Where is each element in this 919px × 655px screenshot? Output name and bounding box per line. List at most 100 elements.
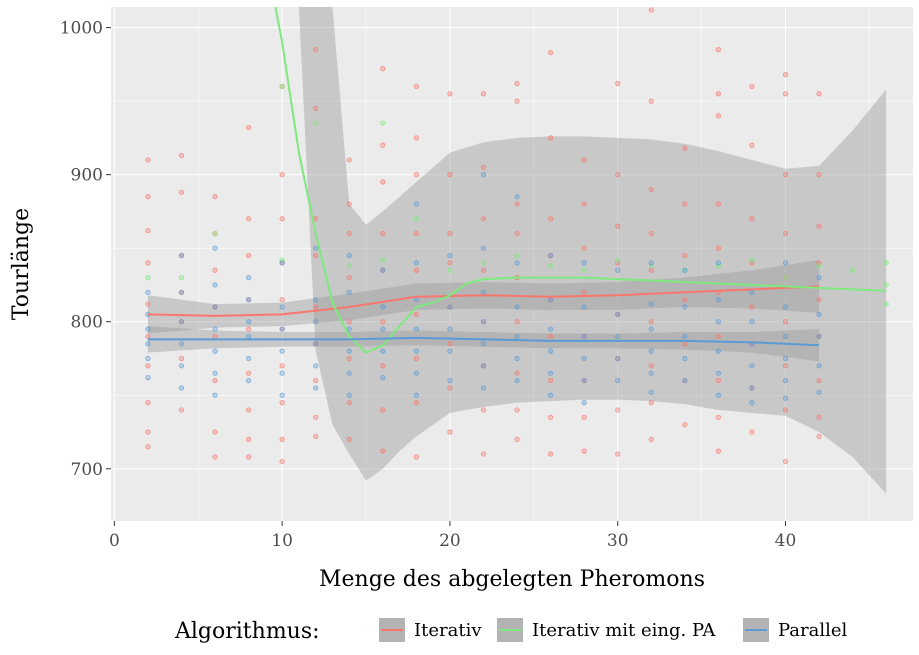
data-point bbox=[581, 377, 587, 384]
data-point bbox=[279, 436, 285, 442]
legend-items: Iterativ Iterativ mit eing. PA Parallel bbox=[379, 618, 848, 642]
data-point bbox=[547, 377, 554, 384]
data-point bbox=[313, 319, 319, 325]
data-point bbox=[615, 333, 621, 340]
data-point bbox=[682, 333, 688, 340]
x-tick-label: 40 bbox=[775, 531, 797, 551]
data-point bbox=[380, 375, 386, 381]
x-tick-label: 30 bbox=[607, 531, 629, 551]
data-point bbox=[212, 348, 218, 354]
data-point bbox=[849, 267, 856, 273]
data-point bbox=[514, 260, 520, 266]
data-point bbox=[380, 120, 386, 126]
data-point bbox=[514, 377, 520, 384]
data-point bbox=[749, 304, 755, 310]
data-point bbox=[514, 98, 520, 104]
data-point bbox=[480, 319, 487, 325]
data-point bbox=[380, 267, 386, 273]
data-point bbox=[782, 319, 789, 325]
data-point bbox=[715, 260, 721, 266]
x-tick-label: 0 bbox=[109, 531, 120, 551]
data-point bbox=[346, 289, 352, 295]
data-point bbox=[514, 355, 520, 362]
data-point bbox=[749, 289, 755, 295]
y-axis-title: Tourlänge bbox=[9, 208, 34, 320]
legend-label: Parallel bbox=[778, 620, 848, 641]
data-point bbox=[346, 252, 352, 259]
grid bbox=[111, 7, 913, 521]
data-point bbox=[145, 227, 151, 234]
data-point bbox=[648, 436, 654, 442]
data-point bbox=[245, 275, 252, 281]
data-point bbox=[547, 370, 554, 376]
data-point bbox=[346, 392, 352, 398]
data-point bbox=[380, 348, 386, 354]
data-point bbox=[648, 301, 654, 307]
data-point bbox=[313, 120, 319, 126]
data-point bbox=[615, 223, 621, 229]
data-point bbox=[480, 260, 487, 266]
data-point bbox=[547, 414, 554, 420]
data-point bbox=[313, 105, 319, 112]
data-point bbox=[715, 245, 721, 251]
data-point bbox=[413, 400, 419, 406]
data-point bbox=[782, 363, 789, 369]
data-point bbox=[648, 348, 654, 354]
data-point bbox=[514, 252, 520, 259]
data-point bbox=[313, 252, 319, 259]
data-point bbox=[145, 375, 151, 381]
data-point bbox=[883, 301, 889, 307]
data-point bbox=[514, 333, 520, 340]
data-point bbox=[715, 91, 721, 97]
data-point bbox=[514, 194, 520, 200]
data-point bbox=[178, 152, 185, 159]
data-point bbox=[245, 297, 252, 303]
data-point bbox=[178, 407, 185, 413]
data-point bbox=[346, 400, 352, 406]
data-point bbox=[413, 454, 419, 460]
data-point bbox=[178, 341, 185, 347]
data-point bbox=[145, 157, 151, 163]
legend: Algorithmus: Iterativ Iterativ mit eing. … bbox=[174, 618, 848, 644]
data-point bbox=[480, 451, 487, 457]
data-point bbox=[782, 72, 789, 78]
x-tick-label: 10 bbox=[271, 531, 293, 551]
data-point bbox=[480, 407, 487, 413]
data-point bbox=[245, 436, 252, 442]
data-point bbox=[346, 275, 352, 281]
data-point bbox=[413, 297, 419, 303]
data-point bbox=[547, 451, 554, 457]
data-point bbox=[883, 260, 889, 266]
series-line bbox=[147, 336, 820, 347]
data-point bbox=[313, 245, 319, 251]
data-point bbox=[480, 245, 487, 251]
data-point bbox=[313, 304, 319, 310]
data-point bbox=[615, 257, 621, 263]
data-point bbox=[514, 436, 520, 442]
data-point bbox=[413, 201, 419, 207]
data-point bbox=[715, 113, 721, 119]
y-tick-label: 900 bbox=[71, 166, 103, 186]
data-point bbox=[682, 201, 688, 207]
data-point bbox=[816, 389, 822, 395]
data-point bbox=[648, 7, 654, 13]
y-tick-label: 800 bbox=[71, 313, 103, 333]
data-point bbox=[212, 377, 218, 384]
data-point bbox=[581, 267, 587, 273]
data-point bbox=[715, 377, 721, 384]
data-point bbox=[648, 389, 654, 395]
data-point bbox=[715, 414, 721, 420]
data-point bbox=[313, 297, 319, 303]
data-point bbox=[145, 363, 151, 369]
data-point bbox=[749, 429, 755, 435]
data-point bbox=[212, 245, 218, 251]
data-point bbox=[480, 363, 487, 369]
data-point bbox=[480, 164, 487, 170]
data-point bbox=[648, 326, 654, 332]
data-point bbox=[245, 319, 252, 325]
data-point bbox=[313, 377, 319, 384]
data-point bbox=[313, 363, 319, 369]
data-point bbox=[346, 370, 352, 376]
series-line bbox=[147, 285, 820, 317]
data-point bbox=[313, 341, 319, 347]
